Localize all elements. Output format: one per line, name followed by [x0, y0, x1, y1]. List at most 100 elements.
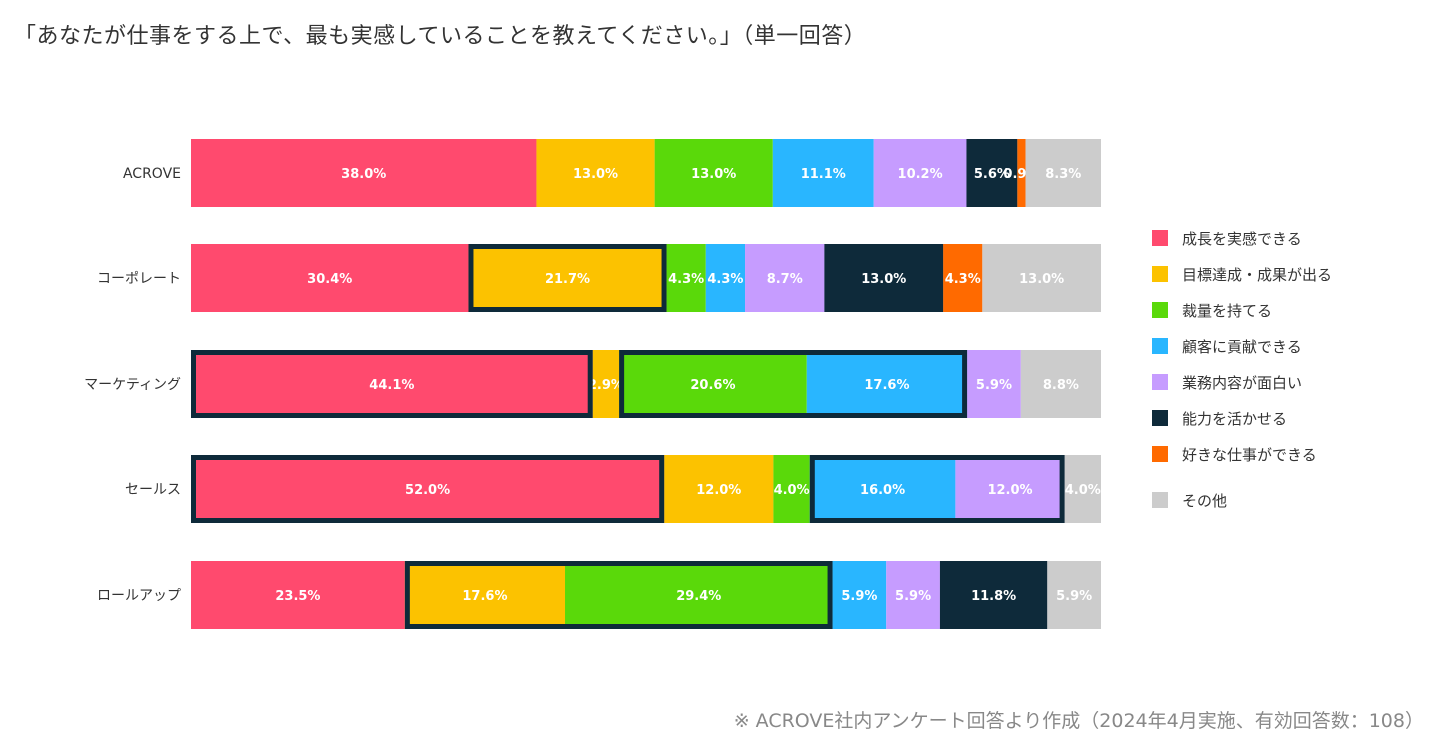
- bar-value-label: 2.9%: [588, 378, 624, 393]
- highlight-box: [809, 455, 1065, 523]
- bar-segment: [1064, 455, 1101, 523]
- category-label: マーケティング: [84, 377, 181, 393]
- bar-value-label: 4.3%: [668, 272, 704, 287]
- legend-label: 顧客に貢献できる: [1182, 337, 1302, 356]
- bar-segment: [773, 455, 810, 523]
- legend-item: 裁量を持てる: [1152, 292, 1332, 328]
- highlight-box: [468, 244, 667, 312]
- bar-segment: [824, 244, 944, 312]
- bar-value-label: 17.6%: [864, 378, 909, 393]
- legend-label: 裁量を持てる: [1182, 301, 1273, 320]
- highlight-box: [824, 244, 944, 312]
- bar-segment: [666, 244, 706, 312]
- bar-value-label: 13.0%: [691, 167, 736, 182]
- bar-segment: [191, 350, 593, 418]
- legend-item: その他: [1152, 482, 1332, 518]
- bar-value-label: 5.9%: [1056, 589, 1092, 604]
- legend-item: 目標達成・成果が出る: [1152, 256, 1332, 292]
- highlight-box: [619, 350, 968, 418]
- bar-value-label: 12.0%: [696, 483, 741, 498]
- bar-segment: [1025, 139, 1101, 207]
- bar-value-label: 17.6%: [462, 589, 507, 604]
- bar-segment: [592, 350, 620, 418]
- legend-label: 成長を実感できる: [1182, 229, 1302, 248]
- bar-segment: [939, 561, 1048, 629]
- bar-segment: [955, 455, 1065, 523]
- bar-value-label: 11.8%: [971, 589, 1016, 604]
- legend-swatch: [1152, 338, 1168, 354]
- bar-segment: [886, 561, 940, 629]
- bar-value-label: 13.0%: [861, 272, 906, 287]
- bar-value-label: 10.2%: [898, 167, 943, 182]
- legend-swatch: [1152, 446, 1168, 462]
- bar-value-label: 8.8%: [1043, 378, 1079, 393]
- bar-segment: [873, 139, 967, 207]
- bar-segment: [191, 561, 405, 629]
- legend-swatch: [1152, 230, 1168, 246]
- bar-value-label: 16.0%: [860, 483, 905, 498]
- category-label: ACROVE: [123, 166, 181, 182]
- bar-segment: [565, 561, 833, 629]
- bar-segment: [982, 244, 1101, 312]
- bar-segment: [832, 561, 887, 629]
- bar-segment: [705, 244, 746, 312]
- bar-segment: [943, 244, 983, 312]
- legend-label: 目標達成・成果が出る: [1182, 265, 1333, 284]
- bar-value-label: 52.0%: [405, 483, 450, 498]
- legend-swatch: [1152, 374, 1168, 390]
- category-label: コーポレート: [97, 271, 181, 287]
- legend-label: その他: [1182, 491, 1228, 510]
- bar-value-label: 4.0%: [774, 483, 810, 498]
- bar-value-label: 30.4%: [307, 272, 352, 287]
- legend-label: 好きな仕事ができる: [1182, 445, 1317, 464]
- highlight-box: [191, 455, 665, 523]
- bar-segment: [1047, 561, 1101, 629]
- bar-value-label: 8.3%: [1045, 167, 1081, 182]
- chart-title: 「あなたが仕事をする上で、最も実感していることを教えてください。」（単一回答）: [14, 24, 867, 49]
- bar-segment: [809, 455, 956, 523]
- bar-value-label: 8.7%: [767, 272, 803, 287]
- bar-segment: [191, 139, 537, 207]
- legend-swatch: [1152, 410, 1168, 426]
- bar-segment: [664, 455, 774, 523]
- bar-value-label: 38.0%: [341, 167, 386, 182]
- legend-label: 能力を活かせる: [1182, 409, 1288, 428]
- bar-value-label: 13.0%: [573, 167, 618, 182]
- legend-swatch: [1152, 492, 1168, 508]
- bar-segment: [191, 455, 665, 523]
- legend-item: 好きな仕事ができる: [1152, 436, 1332, 472]
- bar-segment: [745, 244, 825, 312]
- chart-legend: 成長を実感できる目標達成・成果が出る 裁量を持てる顧客に貢献できる 業務内容が面白い…: [1152, 220, 1332, 518]
- category-label: セールス: [125, 482, 181, 498]
- bar-segment: [468, 244, 667, 312]
- legend-item: 顧客に貢献できる: [1152, 328, 1332, 364]
- category-label: ロールアップ: [97, 588, 181, 604]
- bar-value-label: 44.1%: [369, 378, 414, 393]
- legend-swatch: [1152, 266, 1168, 282]
- bar-value-label: 5.9%: [976, 378, 1012, 393]
- legend-label: 業務内容が面白い: [1182, 373, 1303, 392]
- bar-value-label: 5.9%: [895, 589, 931, 604]
- bar-segment: [619, 350, 807, 418]
- bar-value-label: 4.0%: [1065, 483, 1101, 498]
- bar-segment: [772, 139, 874, 207]
- footnote: ※ ACROVE社内アンケート回答より作成（2024年4月実施、有効回答数：10…: [733, 710, 1424, 732]
- bar-value-label: 23.5%: [275, 589, 320, 604]
- bar-value-label: 20.6%: [690, 378, 735, 393]
- legend-swatch: [1152, 302, 1168, 318]
- bar-value-label: 4.3%: [707, 272, 743, 287]
- bar-segment: [967, 350, 1021, 418]
- bar-segment: [536, 139, 655, 207]
- bar-value-label: 29.4%: [676, 589, 721, 604]
- bar-segment: [1017, 139, 1026, 207]
- bar-value-label: 5.6%: [974, 167, 1010, 182]
- bar-value-label: 4.3%: [945, 272, 981, 287]
- bar-value-label: 11.1%: [801, 167, 846, 182]
- bar-value-label: 12.0%: [987, 483, 1032, 498]
- bar-segment: [966, 139, 1018, 207]
- bar-value-label: 5.9%: [841, 589, 877, 604]
- bar-segment: [404, 561, 566, 629]
- bar-value-label: 13.0%: [1019, 272, 1064, 287]
- legend-item: 能力を活かせる: [1152, 400, 1332, 436]
